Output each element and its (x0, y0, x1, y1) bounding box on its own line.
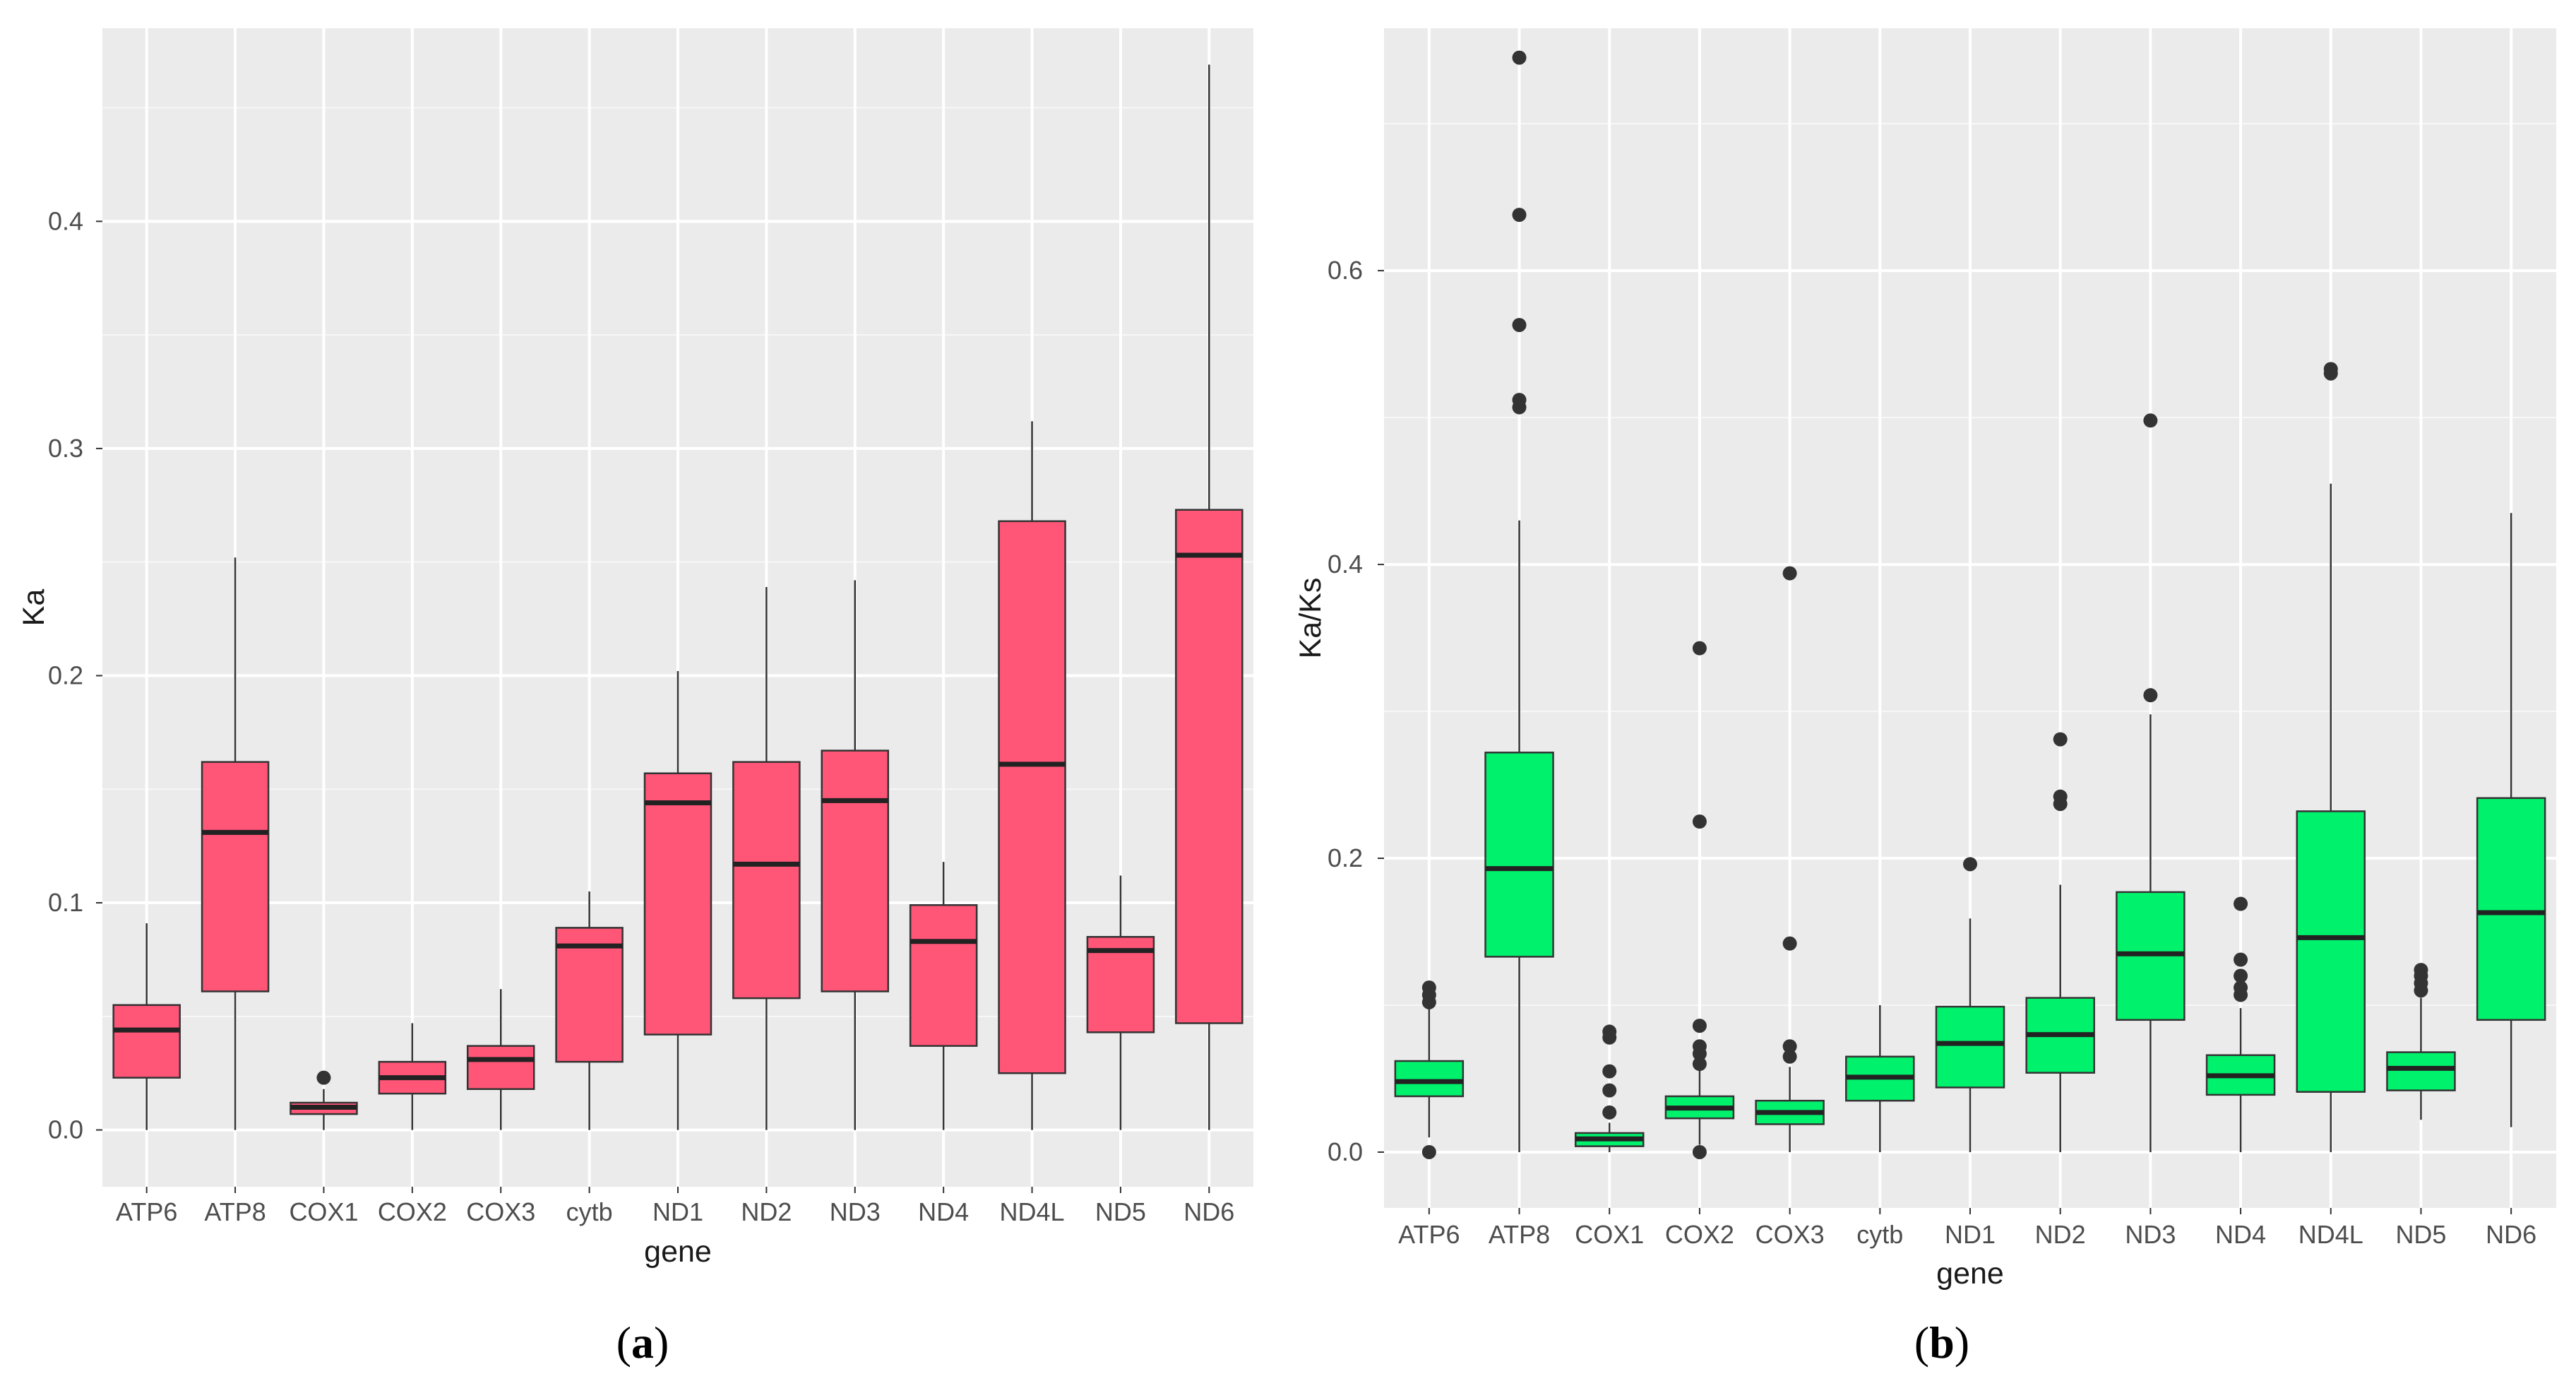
box-iqr-atp6 (112, 1004, 181, 1079)
panel-label-close: ) (1955, 1317, 1969, 1368)
box-iqr-nd1 (643, 772, 712, 1036)
outlier-point (1602, 1024, 1617, 1039)
outlier-point (2053, 732, 2068, 747)
x-axis-title: gene (644, 1235, 712, 1269)
x-tick-label: ND1 (652, 1197, 703, 1226)
panel-label-letter: b (1929, 1317, 1955, 1368)
outlier-point (2053, 789, 2068, 804)
outlier-point (1963, 857, 1977, 872)
y-axis-title: Ka/Ks (1294, 578, 1328, 659)
outlier-point (2414, 963, 2428, 978)
x-tick-label: cytb (1856, 1220, 1903, 1249)
y-tick-label: 0.1 (48, 888, 83, 917)
outlier-point (1782, 1049, 1797, 1064)
x-tick-label: ATP6 (116, 1197, 177, 1226)
x-tick-label: ND2 (2035, 1220, 2086, 1249)
panel-label-open: ( (1914, 1317, 1929, 1368)
x-tick-label: ND1 (1945, 1220, 1996, 1249)
y-tick-label: 0.0 (48, 1115, 83, 1144)
y-tick-label: 0.6 (1328, 256, 1363, 285)
box-iqr-nd1 (1935, 1005, 2005, 1089)
panel-label: (a) (616, 1317, 669, 1368)
y-tick-label: 0.4 (1328, 550, 1363, 579)
outlier-point (1692, 1144, 1707, 1159)
outlier-point (2234, 896, 2248, 911)
box-iqr-nd6 (1175, 509, 1244, 1024)
x-tick-label: ATP6 (1398, 1220, 1460, 1249)
box-iqr-cox3 (466, 1045, 535, 1090)
panel-label-close: ) (654, 1317, 669, 1368)
panel-label: (b) (1914, 1317, 1969, 1368)
x-tick-label: ND5 (1095, 1197, 1146, 1226)
outlier-point (1692, 1057, 1707, 1072)
outlier-point (1692, 1019, 1707, 1033)
y-tick-label: 0.2 (48, 660, 83, 689)
box-iqr-atp8 (1484, 752, 1554, 958)
x-tick-label: ND3 (2125, 1220, 2176, 1249)
x-tick-label: COX2 (1665, 1220, 1734, 1249)
box-iqr-nd2 (732, 761, 801, 1000)
x-tick-label: ND6 (2486, 1220, 2536, 1249)
panel-a: 0.0 0.1 0.2 0.3 0.4 ATP6 ATP8 COX1 COX2 COX3 cytb N… (17, 28, 1253, 1368)
x-tick-label: ATP8 (204, 1197, 266, 1226)
x-tick-label: cytb (566, 1197, 613, 1226)
box-iqr-atp6 (1394, 1060, 1465, 1098)
box-iqr-nd3 (821, 749, 890, 992)
outlier-point (2234, 980, 2248, 995)
outlier-point (1602, 1083, 1617, 1098)
y-axis-title: Ka (17, 589, 51, 627)
y-tick-label: 0.4 (48, 206, 83, 235)
outlier-point (2234, 968, 2248, 983)
x-axis-title: gene (1936, 1257, 2004, 1291)
panel-label-open: ( (616, 1317, 631, 1368)
outlier-point (1692, 1039, 1707, 1054)
y-tick-label: 0.2 (1328, 843, 1363, 872)
outlier-point (1512, 208, 1527, 223)
outlier-point (2323, 362, 2338, 377)
x-tick-label: ND4 (2215, 1220, 2266, 1249)
outlier-point (1602, 1064, 1617, 1079)
panel-label-letter: a (631, 1317, 654, 1368)
outlier-point (1782, 566, 1797, 581)
x-tick-label: COX3 (466, 1197, 535, 1226)
outlier-point (2234, 952, 2248, 967)
x-tick-label: COX1 (289, 1197, 358, 1226)
box-iqr-nd4l (998, 520, 1066, 1074)
outlier-point (316, 1070, 331, 1085)
outlier-point (1512, 318, 1527, 333)
outlier-point (1602, 1105, 1617, 1120)
box-iqr-nd4 (909, 904, 978, 1047)
box-iqr-nd6 (2476, 797, 2546, 1021)
x-tick-label: ND3 (830, 1197, 881, 1226)
outlier-point (1782, 1039, 1797, 1054)
outlier-point (2143, 413, 2158, 428)
outlier-point (1512, 50, 1527, 65)
x-tick-label: ND4L (1000, 1197, 1065, 1226)
box-iqr-nd5 (2386, 1051, 2456, 1091)
x-tick-label: COX3 (1755, 1220, 1825, 1249)
y-tick-label: 0.0 (1328, 1137, 1363, 1166)
outlier-point (1512, 393, 1527, 408)
outlier-point (1421, 1144, 1436, 1159)
x-tick-label: COX2 (378, 1197, 447, 1226)
outlier-point (2143, 688, 2158, 703)
x-tick-label: ND4L (2298, 1220, 2363, 1249)
x-tick-label: ND2 (741, 1197, 792, 1226)
panel-b: 0.0 0.2 0.4 0.6 ATP6 ATP8 COX1 COX2 COX3 cytb ND1 N… (1294, 28, 2556, 1368)
outlier-point (1782, 936, 1797, 951)
box-iqr-atp8 (201, 761, 270, 992)
x-tick-label: COX1 (1575, 1220, 1644, 1249)
outlier-point (1692, 814, 1707, 829)
x-tick-label: ATP8 (1489, 1220, 1550, 1249)
box-iqr-nd4l (2296, 810, 2366, 1093)
box-iqr-cytb (555, 927, 624, 1063)
outlier-point (1421, 980, 1436, 995)
x-tick-label: ND4 (918, 1197, 969, 1226)
y-tick-label: 0.3 (48, 434, 83, 463)
outlier-point (1692, 641, 1707, 656)
x-tick-label: ND5 (2395, 1220, 2446, 1249)
x-tick-label: ND6 (1183, 1197, 1234, 1226)
